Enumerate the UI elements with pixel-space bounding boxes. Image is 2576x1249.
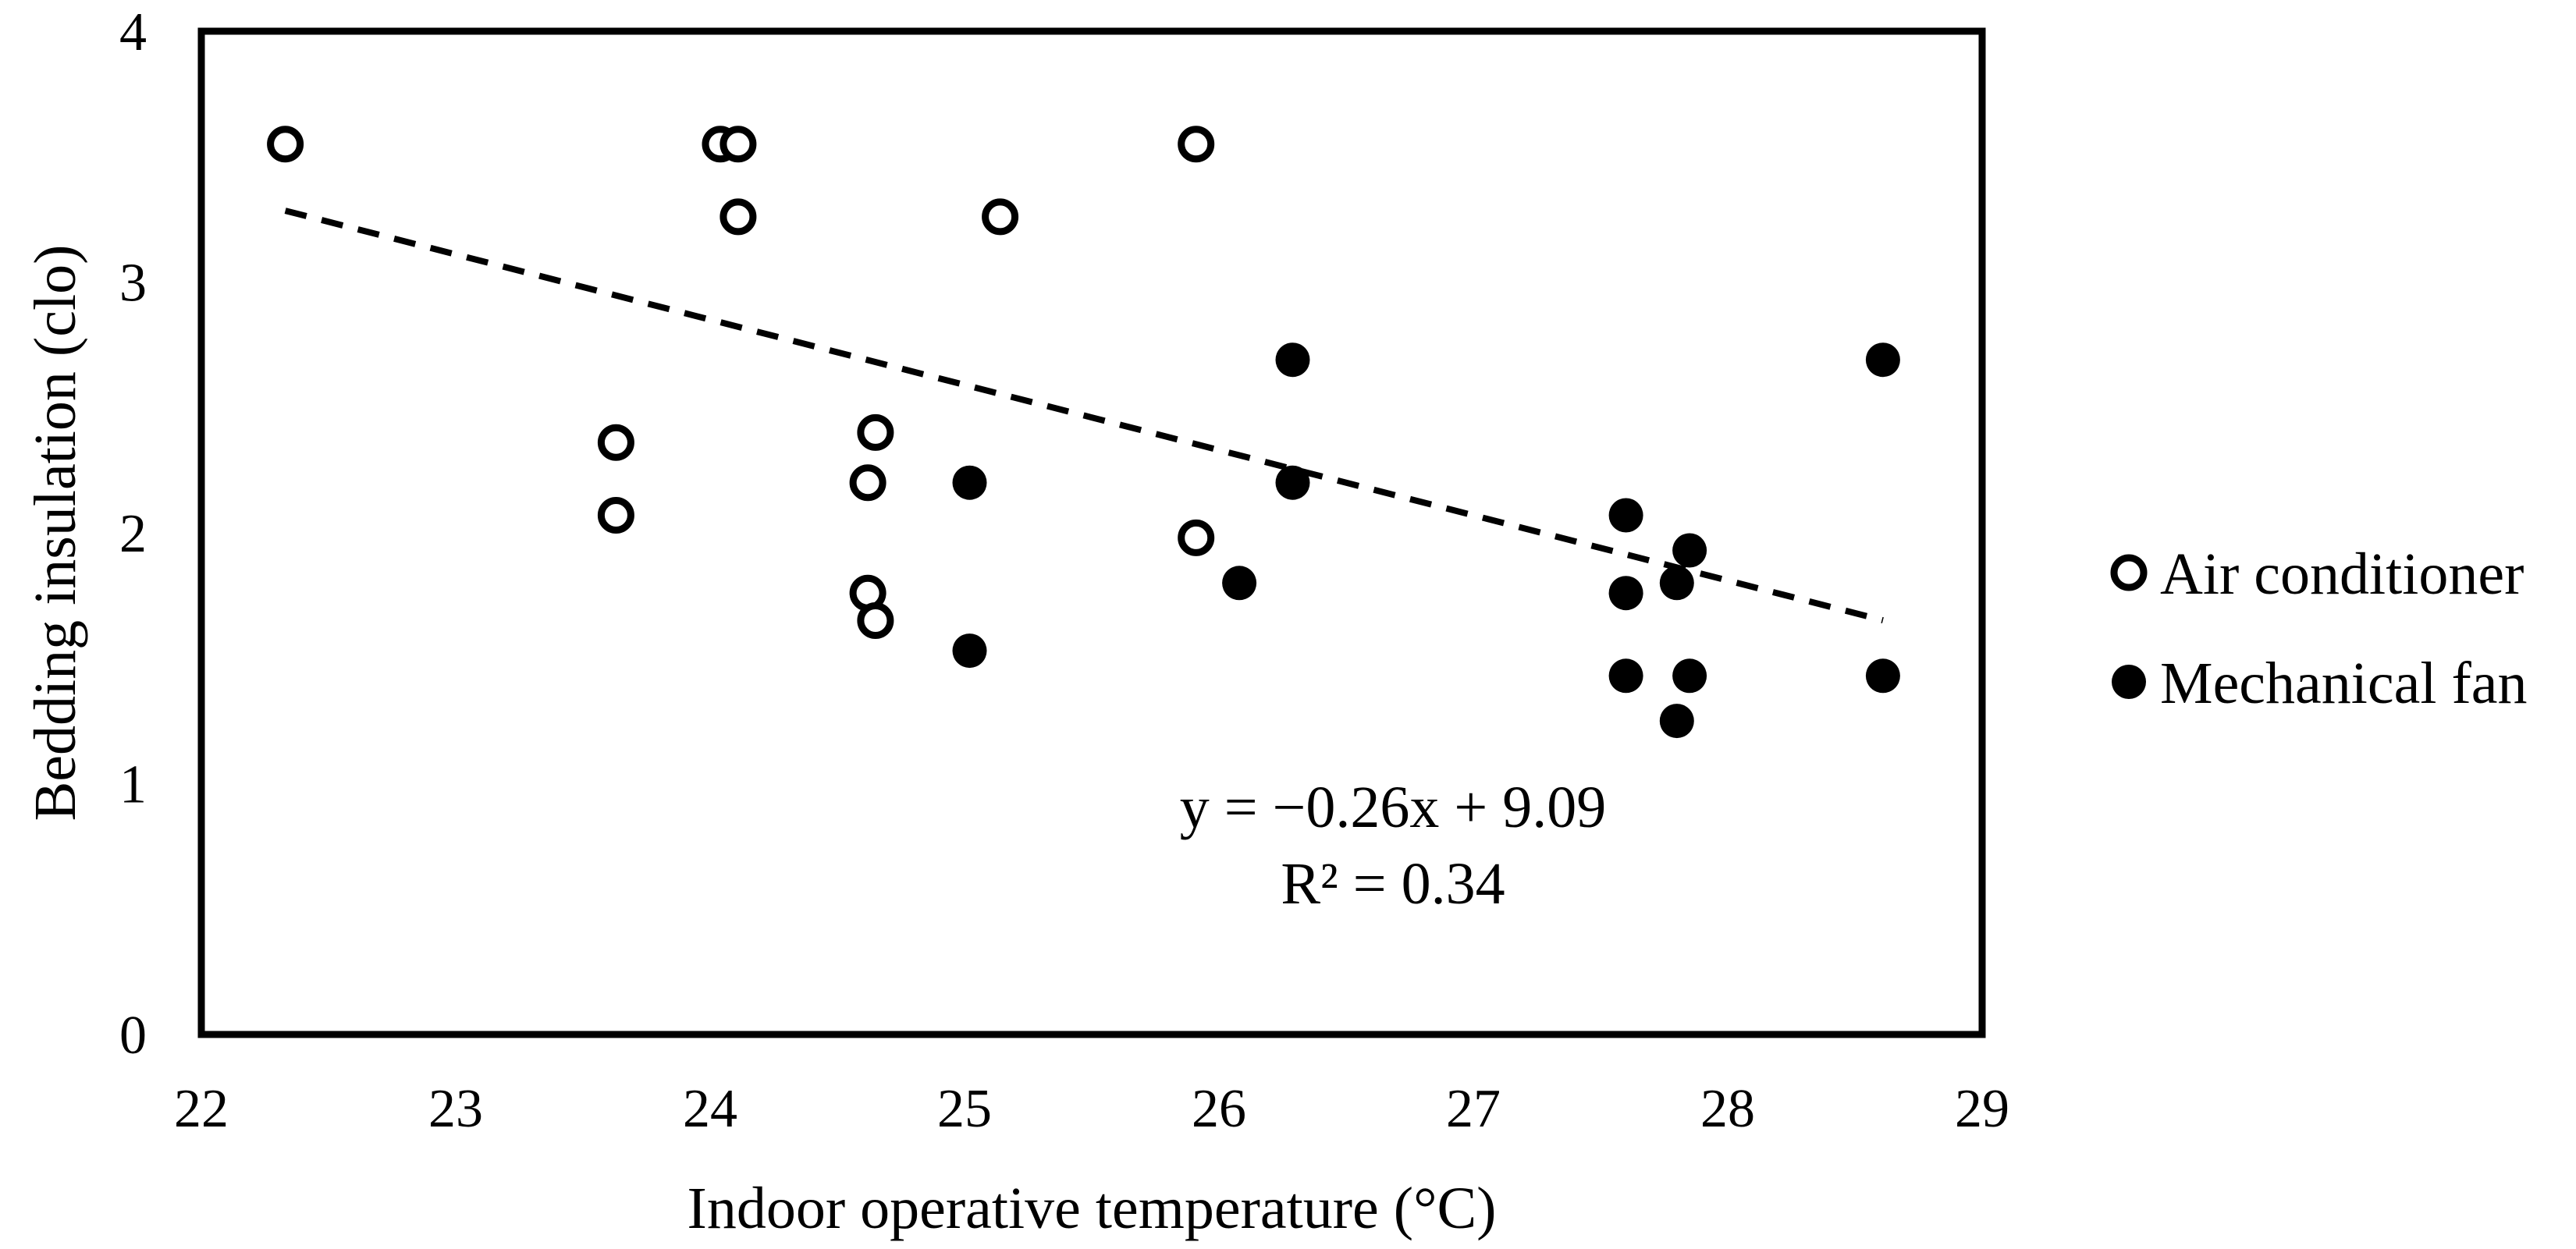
data-points [267, 126, 1900, 739]
point-mechanical-fan [1865, 658, 1900, 694]
x-tick-label: 29 [1955, 1079, 2009, 1139]
y-tick-label: 1 [119, 755, 147, 815]
point-mechanical-fan [1222, 566, 1257, 601]
x-axis-title: Indoor operative temperature (°C) [688, 1176, 1497, 1241]
point-mechanical-fan [952, 633, 987, 669]
point-mechanical-fan [1672, 658, 1707, 694]
point-air-conditioner [857, 602, 894, 639]
point-mechanical-fan [1659, 566, 1694, 601]
x-tick-label: 23 [428, 1079, 483, 1139]
legend: Air conditioner Mechanical fan [2110, 541, 2528, 716]
point-air-conditioner [720, 126, 757, 163]
point-mechanical-fan [1659, 704, 1694, 739]
point-mechanical-fan [1275, 342, 1310, 378]
point-mechanical-fan [1608, 498, 1643, 533]
point-air-conditioner [720, 198, 757, 236]
point-air-conditioner [267, 126, 304, 163]
point-mechanical-fan [952, 465, 987, 500]
point-mechanical-fan [1865, 342, 1900, 378]
legend-label-air-conditioner: Air conditioner [2160, 541, 2524, 607]
legend-label-mechanical-fan: Mechanical fan [2160, 651, 2528, 716]
point-air-conditioner [1178, 126, 1215, 163]
trendline-equation: y = −0.26x + 9.09 [1180, 775, 1607, 840]
y-tick-label: 2 [119, 504, 147, 564]
x-tick-label: 26 [1192, 1079, 1246, 1139]
point-mechanical-fan [1608, 576, 1643, 611]
trendline [284, 208, 1884, 623]
point-mechanical-fan [1672, 533, 1707, 568]
point-air-conditioner [857, 413, 894, 451]
plot-area [197, 27, 1986, 1038]
x-tick-label: 25 [937, 1079, 992, 1139]
y-tick-label: 0 [119, 1006, 147, 1066]
y-tick-label: 3 [119, 254, 147, 314]
point-mechanical-fan [1608, 658, 1643, 694]
point-air-conditioner [849, 464, 886, 502]
point-air-conditioner [982, 198, 1019, 236]
x-tick-label: 24 [683, 1079, 737, 1139]
x-tick-label: 28 [1700, 1079, 1755, 1139]
point-air-conditioner [597, 424, 634, 461]
trendline-r-squared: R² = 0.34 [1281, 851, 1505, 917]
x-tick-label: 22 [174, 1079, 229, 1139]
point-air-conditioner [597, 497, 634, 534]
y-axis-title: Bedding insulation (clo) [23, 245, 88, 821]
legend-marker-mechanical-fan [2112, 665, 2146, 699]
y-tick-label: 4 [119, 2, 147, 62]
legend-marker-air-conditioner [2110, 554, 2148, 591]
x-tick-label: 27 [1446, 1079, 1501, 1139]
point-mechanical-fan [1275, 465, 1310, 500]
point-air-conditioner [1178, 519, 1215, 556]
